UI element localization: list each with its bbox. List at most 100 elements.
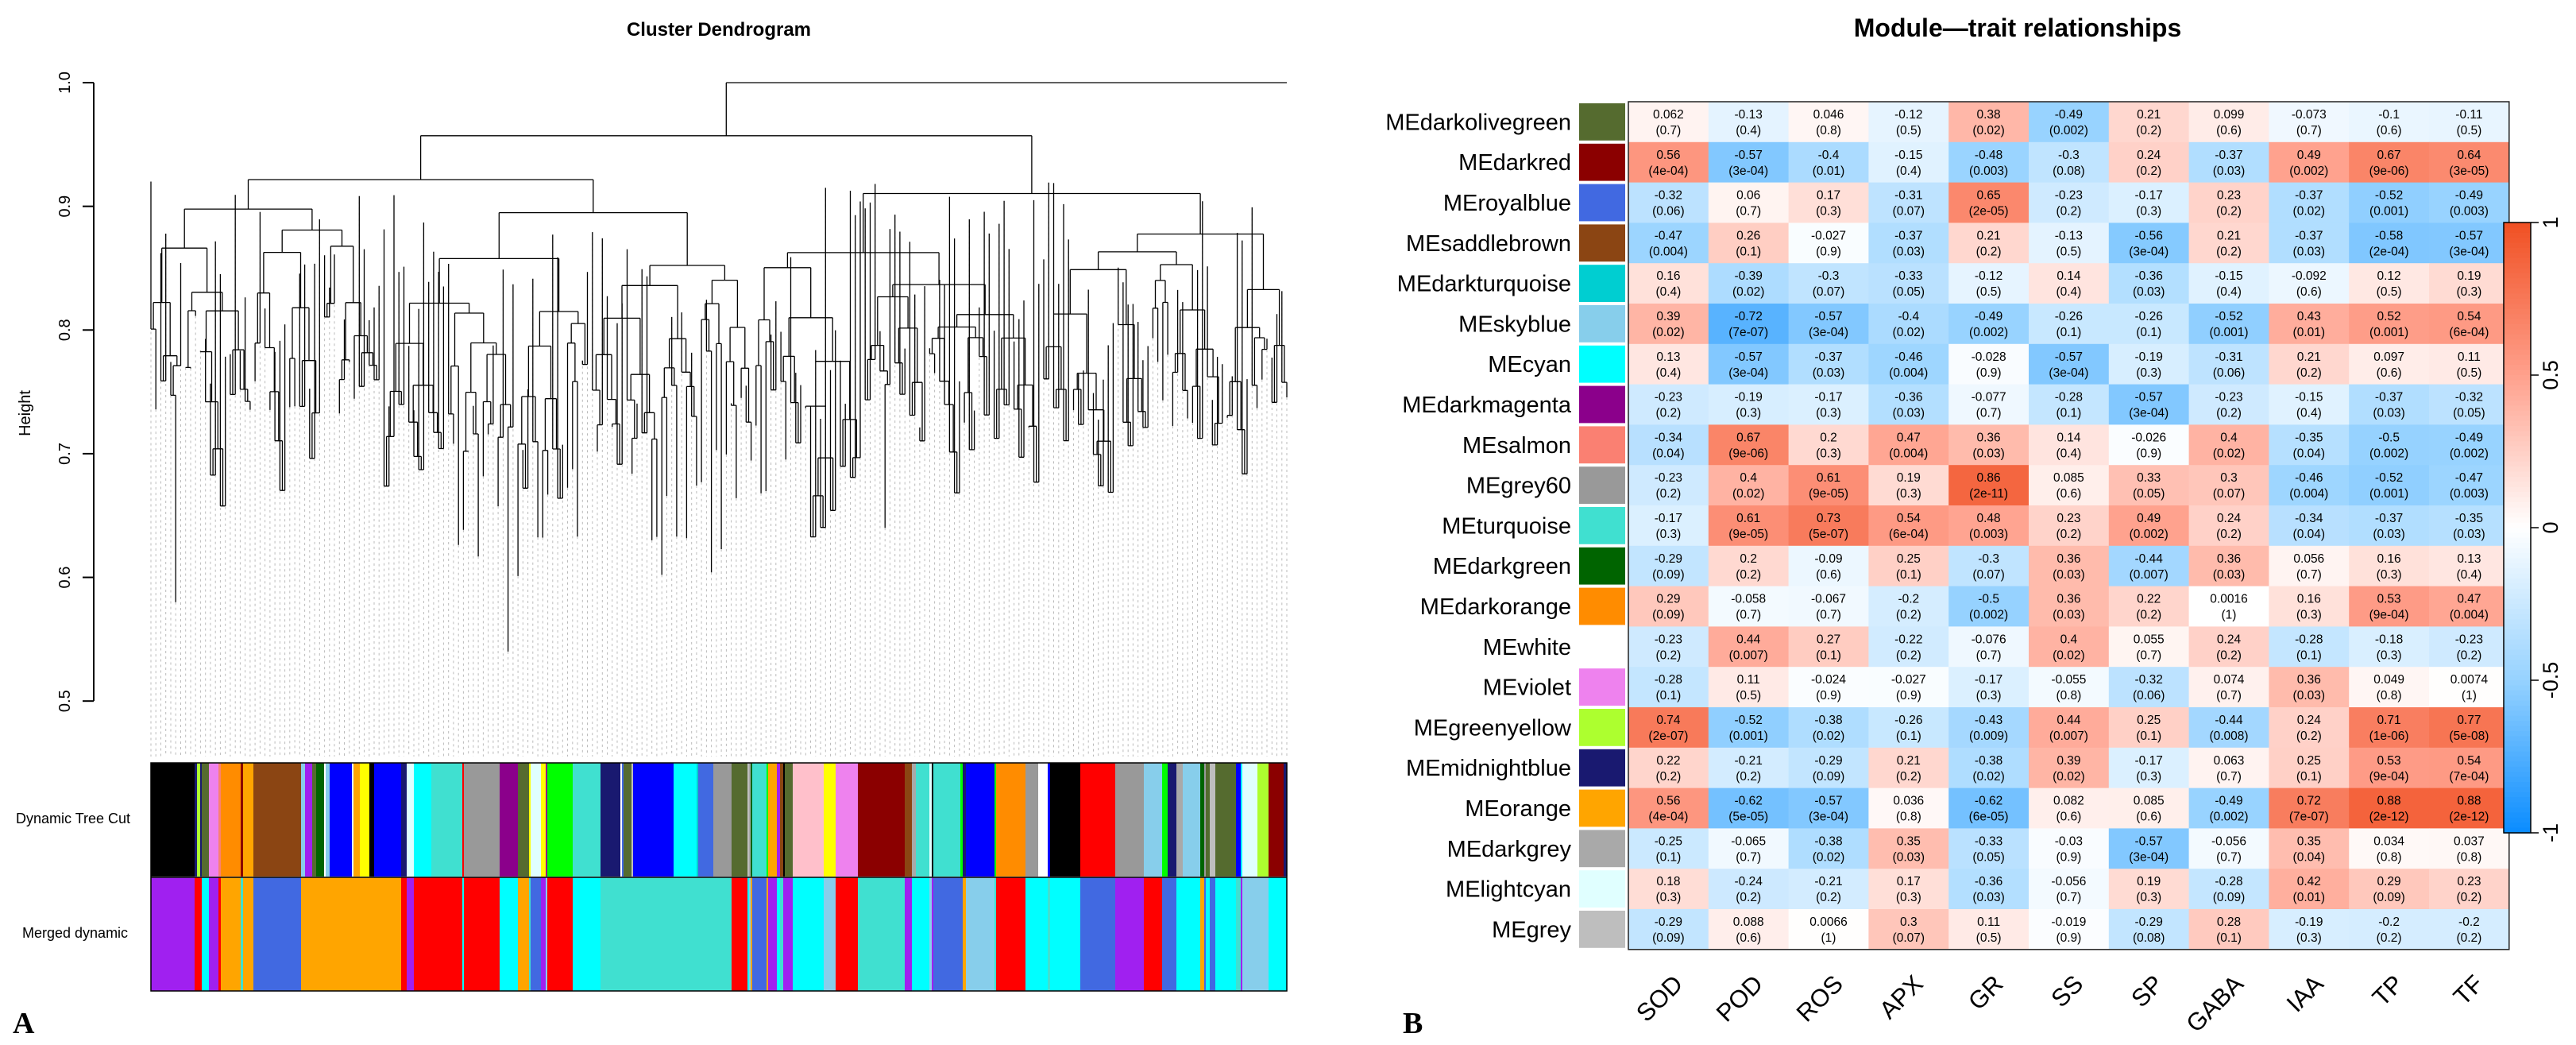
module-color-swatch	[1579, 587, 1625, 625]
correlation-value: -0.056	[2211, 834, 2246, 848]
y-tick-label: 0.5	[56, 690, 74, 712]
y-tick-label: 0.9	[56, 195, 74, 218]
correlation-value: -0.15	[2215, 269, 2242, 283]
colorbar-step	[2504, 314, 2531, 320]
tree-cut-segment	[330, 763, 353, 877]
tree-cut-segment	[1242, 763, 1258, 877]
heatmap-cell	[2429, 747, 2510, 789]
tree-cut-segment	[752, 763, 767, 877]
p-value: (3e-05)	[2449, 164, 2489, 178]
heatmap-cell	[2349, 626, 2430, 668]
p-value: (5e-07)	[1809, 528, 1848, 541]
heatmap-cell	[1788, 141, 1869, 184]
heatmap-cell	[1628, 788, 1709, 829]
trait-label: SP	[2126, 970, 2169, 1012]
merged-segment	[1168, 877, 1177, 991]
correlation-value: -0.23	[2455, 633, 2483, 646]
heatmap-cell	[2269, 304, 2350, 345]
module-color-swatch	[1579, 547, 1625, 585]
p-value: (3e-04)	[2049, 366, 2088, 380]
p-value: (0.007)	[2130, 568, 2169, 582]
heatmap-cell	[2429, 263, 2510, 304]
heatmap-cell	[1708, 667, 1790, 708]
correlation-value: -0.39	[1735, 269, 1763, 283]
correlation-value: -0.32	[2135, 673, 2163, 687]
colorbar-step	[2504, 537, 2531, 544]
p-value: (0.03)	[1893, 850, 1925, 864]
heatmap-cell	[2349, 141, 2430, 184]
colorbar-step	[2504, 797, 2531, 803]
correlation-value: 0.085	[2053, 471, 2084, 485]
correlation-value: -0.4	[1818, 149, 1840, 162]
heatmap-cell	[2108, 788, 2190, 829]
heatmap-cell	[1628, 223, 1709, 264]
merged-segment	[1269, 877, 1284, 991]
correlation-value: 0.67	[2377, 149, 2401, 162]
p-value: (0.002)	[2130, 528, 2169, 541]
correlation-value: -0.47	[1655, 229, 1682, 242]
heatmap-cell	[1948, 263, 2030, 304]
p-value: (0.7)	[2216, 850, 2242, 864]
p-value: (0.05)	[2133, 487, 2165, 501]
p-value: (0.03)	[2053, 568, 2085, 582]
p-value: (0.2)	[2056, 528, 2081, 541]
colorbar-step	[2504, 497, 2531, 503]
y-tick-label: 0.8	[56, 319, 74, 341]
correlation-value: -0.57	[1735, 350, 1763, 364]
colorbar-step	[2504, 435, 2531, 442]
tree-cut-segment	[1183, 763, 1201, 877]
heatmap-cell	[1708, 182, 1790, 223]
correlation-value: -0.72	[1735, 310, 1763, 323]
tree-cut-segment	[749, 763, 751, 877]
correlation-value: 0.64	[2457, 149, 2481, 162]
correlation-value: -0.32	[1655, 189, 1682, 203]
heatmap-cell	[2269, 343, 2350, 385]
tree-cut-segment	[916, 763, 930, 877]
merged-segment	[1050, 877, 1081, 991]
module-color-swatch	[1579, 345, 1625, 383]
heatmap-cell	[1628, 343, 1709, 385]
heatmap-cell	[2349, 747, 2430, 789]
tree-cut-segment	[620, 763, 623, 877]
correlation-value: -0.38	[1814, 834, 1842, 848]
p-value: (0.02)	[1813, 850, 1845, 864]
heatmap-cell	[1708, 505, 1790, 547]
tree-cut-segment	[793, 763, 825, 877]
colorbar-step	[2504, 390, 2531, 397]
merged-segment	[316, 877, 325, 991]
heatmap-cell	[2269, 747, 2350, 789]
colorbar-step	[2504, 395, 2531, 401]
merged-segment	[312, 877, 317, 991]
correlation-value: -0.44	[2215, 714, 2243, 727]
merged-segment	[785, 877, 794, 991]
heatmap-cell	[1948, 869, 2030, 910]
heatmap-cell	[2029, 545, 2110, 587]
tree-cut-segment	[518, 763, 530, 877]
merged-segment	[374, 877, 402, 991]
p-value: (0.4)	[2216, 285, 2242, 299]
tree-cut-segment	[780, 763, 784, 877]
correlation-value: 0.71	[2377, 714, 2401, 727]
p-value: (0.002)	[1969, 609, 2008, 622]
p-value: (0.4)	[2456, 568, 2481, 582]
p-value: (0.5)	[2456, 366, 2481, 380]
colorbar-step	[2504, 634, 2531, 641]
p-value: (0.02)	[2053, 770, 2085, 784]
correlation-value: 0.24	[2217, 633, 2242, 646]
p-value: (0.2)	[2056, 205, 2081, 219]
heatmap-cell	[2429, 384, 2510, 425]
p-value: (0.4)	[1655, 285, 1681, 299]
correlation-value: 0.097	[2373, 350, 2404, 364]
colorbar-step	[2504, 822, 2531, 829]
correlation-value: 0.25	[2297, 754, 2321, 768]
correlation-value: 0.0066	[1809, 915, 1847, 929]
tree-cut-segment	[352, 763, 354, 877]
p-value: (0.6)	[2377, 124, 2402, 137]
p-value: (0.09)	[2373, 891, 2405, 904]
merged-segment	[768, 877, 778, 991]
p-value: (0.5)	[1976, 931, 2002, 945]
heatmap-cell	[2188, 586, 2269, 627]
p-value: (0.03)	[2373, 407, 2405, 420]
correlation-value: 0.67	[1736, 431, 1760, 444]
correlation-value: -0.028	[1972, 350, 2006, 364]
